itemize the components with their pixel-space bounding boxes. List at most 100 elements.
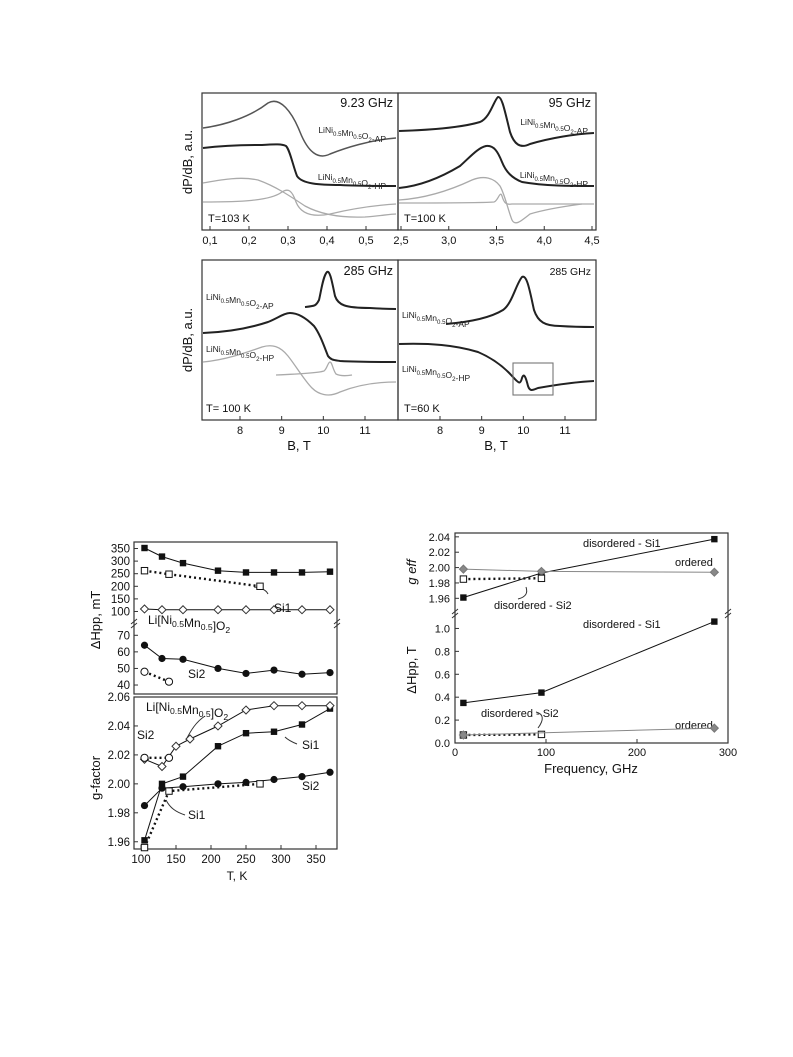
temperature-xlabel: T, K [227,869,248,883]
tick-label: 0,2 [241,235,256,247]
annotation-arrow [535,711,543,729]
epr-spectra-figure: 9.23 GHz 95 GHz 285 GHz 285 GHz T=103 K … [180,92,600,453]
panel-frame-95ghz [397,92,597,231]
freq-label: 9.23 GHz [340,96,393,110]
tick-label: 300 [271,854,290,866]
compound-label: Li[Ni0.5Mn0.5]O2 [148,613,230,635]
series-annotation: Si2 [188,667,206,681]
series-annotation: Si2 [137,728,155,742]
series-annotation: Si1 [302,738,320,752]
tick-label: 1.98 [108,808,130,820]
series-line [463,577,542,581]
data-point [158,553,166,560]
tick-label: 2.04 [108,721,131,733]
data-point [242,569,250,576]
axis-break-mark [333,618,341,625]
data-point [325,700,335,711]
data-point [164,677,174,686]
data-point [157,605,167,615]
axis-break-mark [333,622,341,629]
zoom-box [512,362,554,396]
data-point [165,787,173,795]
tick-label: 2.06 [108,692,130,704]
sample-label: LiNi0.5Mn0.5O2-AP [318,125,386,144]
sample-label: LiNi0.5Mn0.5O2-HP [206,344,274,363]
left-plot-marks: 100150200250300350405060701.961.982.002.… [108,544,335,866]
xlabel: B, T [287,438,311,453]
axis-break-mark [130,618,138,625]
compound-label: Li[Ni0.5Mn0.5]O2 [146,700,228,722]
tick-label: 250 [236,854,255,866]
trace-sim2-95ghz [398,193,594,205]
series-line [144,708,331,841]
tick-label: 300 [719,747,737,759]
tick-label: 2,5 [393,235,408,247]
tick-label: 0,1 [202,235,217,247]
series-annotation: disordered - Si2 [494,600,572,612]
tick-label: 0 [452,747,458,759]
trace-hp-9ghz [202,143,397,187]
tick-label: 2.04 [429,532,450,544]
data-point [537,730,546,739]
temperature-dependence-figure: ΔHpp, mT g-factor T, K Li[Ni0.5Mn0.5]O2 … [88,541,341,883]
temp-label: T=103 K [208,213,251,225]
tick-label: 9 [479,425,485,437]
frequency-dependence-figure: g eff ΔHpp, T Frequency, GHz disordered … [404,532,737,776]
trace-hp-95ghz [398,144,595,189]
tick-label: 70 [117,630,130,642]
data-point [242,729,250,737]
data-point [256,780,264,788]
bottom-ylabel: dP/dB, a.u. [180,308,195,372]
tick-label: 0.0 [435,738,450,750]
trace-hp-285ghz-100k [202,311,397,363]
data-point [269,700,279,711]
axis-break-mark [451,608,459,615]
freq-label: 95 GHz [549,96,591,110]
trace-sim2-285ghz-100k [275,361,353,377]
data-point [538,689,545,696]
data-point [140,641,149,649]
tick-label: 9 [279,425,285,437]
tick-label: 10 [517,425,529,437]
tick-label: 8 [237,425,243,437]
dhpp-ylabel: ΔHpp, mT [88,591,103,650]
sample-label: LiNi0.5Mn0.5O2-HP [318,172,386,191]
data-point [141,544,148,552]
tick-label: 100 [131,854,150,866]
series-annotation: disordered - Si2 [481,708,559,720]
axis-break-mark [451,612,459,619]
tick-label: 3,0 [441,235,456,247]
series-annotation: disordered - Si1 [583,619,661,631]
annotation-arrow [165,799,186,816]
data-point [711,618,718,625]
tick-label: 3,5 [489,235,504,247]
data-point [709,567,720,577]
data-point [326,768,334,776]
data-point [214,664,222,673]
data-point [460,699,467,707]
right-plot-marks: 1.96 1.98 2.00 2.02 2.04 0.0 0.2 0.4 0.6 0.8 1.0 0 1… [429,532,738,759]
panel-frame-gfactor [133,696,338,850]
trace-ap-285ghz-60k [445,275,595,328]
tick-label: 0.6 [435,669,450,681]
series-line [463,568,715,573]
tick-label: 60 [117,647,130,659]
trace-sim1-285ghz-100k [202,345,397,396]
frequency-xlabel: Frequency, GHz [544,761,638,776]
data-point [298,773,306,781]
series-annotation: Si1 [188,808,206,822]
panel-frame-frequency [454,532,729,744]
top-x-ticks: 0,1 0,2 0,3 0,4 0,5 2,5 3,0 3,5 4,0 4,5 8 9 10 11 8 9 10… [202,226,600,437]
data-point [158,780,166,788]
data-point [213,721,223,731]
data-point [709,723,720,733]
data-point [326,668,334,677]
sample-label: LiNi0.5Mn0.5O2-AP [402,310,470,329]
series-line [144,569,261,588]
trace-hp-285ghz-60k [398,342,595,391]
temp-label: T=60 K [404,403,440,415]
panel-frame-285ghz-100k [201,259,399,421]
panel-frame-dhpp [133,541,338,695]
data-point [270,775,278,784]
tick-label: 4,0 [537,235,552,247]
